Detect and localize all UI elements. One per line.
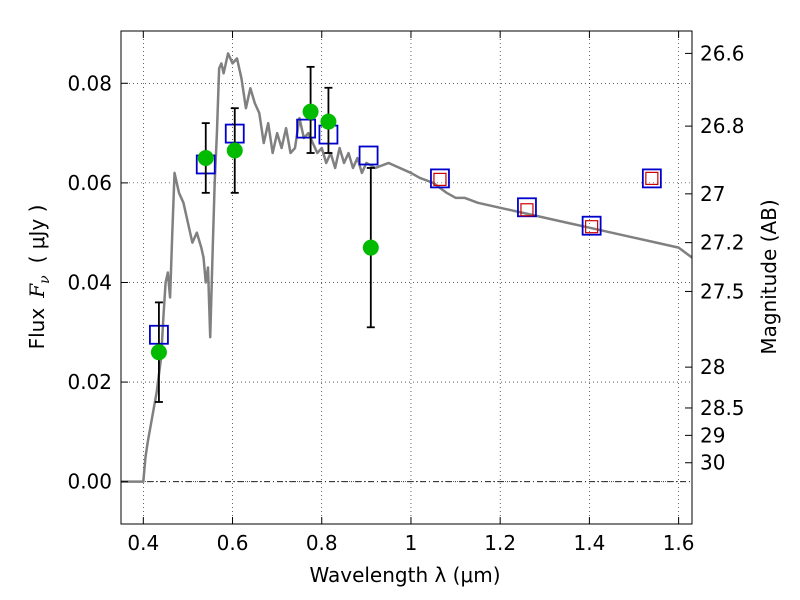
axis-ticks: 0.4 0.6 0.8 1 1.2 1.4 1.6 0.00 0.02 0.04 0.06 0.08 2… bbox=[67, 31, 745, 555]
right-tick-label: 27.5 bbox=[700, 279, 745, 303]
y-tick-label: 0.04 bbox=[67, 270, 112, 294]
x-tick-label: 0.6 bbox=[217, 531, 249, 555]
observed-flux-point bbox=[197, 149, 214, 166]
y-axis-label-left: FluxFν( μJy ) bbox=[25, 205, 53, 350]
model-flux-square bbox=[581, 215, 602, 236]
y-tick-label: 0.02 bbox=[67, 370, 112, 394]
right-tick-label: 27.2 bbox=[700, 231, 745, 255]
x-tick-label: 1 bbox=[405, 531, 418, 555]
x-tick-label: 1.2 bbox=[484, 531, 516, 555]
right-tick-label: 26.6 bbox=[700, 41, 745, 65]
plot-area bbox=[121, 52, 692, 483]
y-axis-label-right: Magnitude (AB) bbox=[757, 199, 781, 354]
right-tick-label: 28 bbox=[700, 355, 725, 379]
model-flux-square bbox=[641, 168, 662, 189]
model-flux-square bbox=[296, 118, 317, 139]
x-tick-label: 1.6 bbox=[663, 531, 695, 555]
axes-frame bbox=[120, 30, 693, 525]
y-tick-label: 0.08 bbox=[67, 71, 112, 95]
right-tick-label: 30 bbox=[700, 451, 725, 475]
right-tick-label: 28.5 bbox=[700, 396, 745, 420]
sed-model-line bbox=[121, 52, 692, 483]
observed-flux-point bbox=[362, 239, 379, 256]
y-tick-label: 0.06 bbox=[67, 171, 112, 195]
x-tick-label: 1.4 bbox=[573, 531, 605, 555]
x-tick-label: 0.8 bbox=[306, 531, 338, 555]
model-flux-square bbox=[430, 168, 450, 189]
x-axis-label: Wavelength λ (μm) bbox=[309, 563, 500, 587]
model-flux-square bbox=[358, 145, 379, 166]
right-tick-label: 26.8 bbox=[700, 114, 745, 138]
y-tick-label: 0.00 bbox=[67, 470, 112, 494]
model-flux-square-nir bbox=[433, 172, 447, 186]
model-flux-square-nir bbox=[645, 171, 659, 186]
model-flux-square-nir bbox=[585, 220, 599, 234]
x-tick-label: 0.4 bbox=[127, 531, 159, 555]
observed-flux-point bbox=[302, 103, 319, 120]
observed-flux-point bbox=[150, 344, 167, 361]
observed-flux-point bbox=[320, 113, 337, 130]
right-tick-label: 29 bbox=[700, 423, 725, 447]
model-flux-square-nir bbox=[520, 203, 534, 217]
observed-flux-point bbox=[226, 142, 243, 159]
right-tick-label: 27 bbox=[700, 182, 725, 206]
